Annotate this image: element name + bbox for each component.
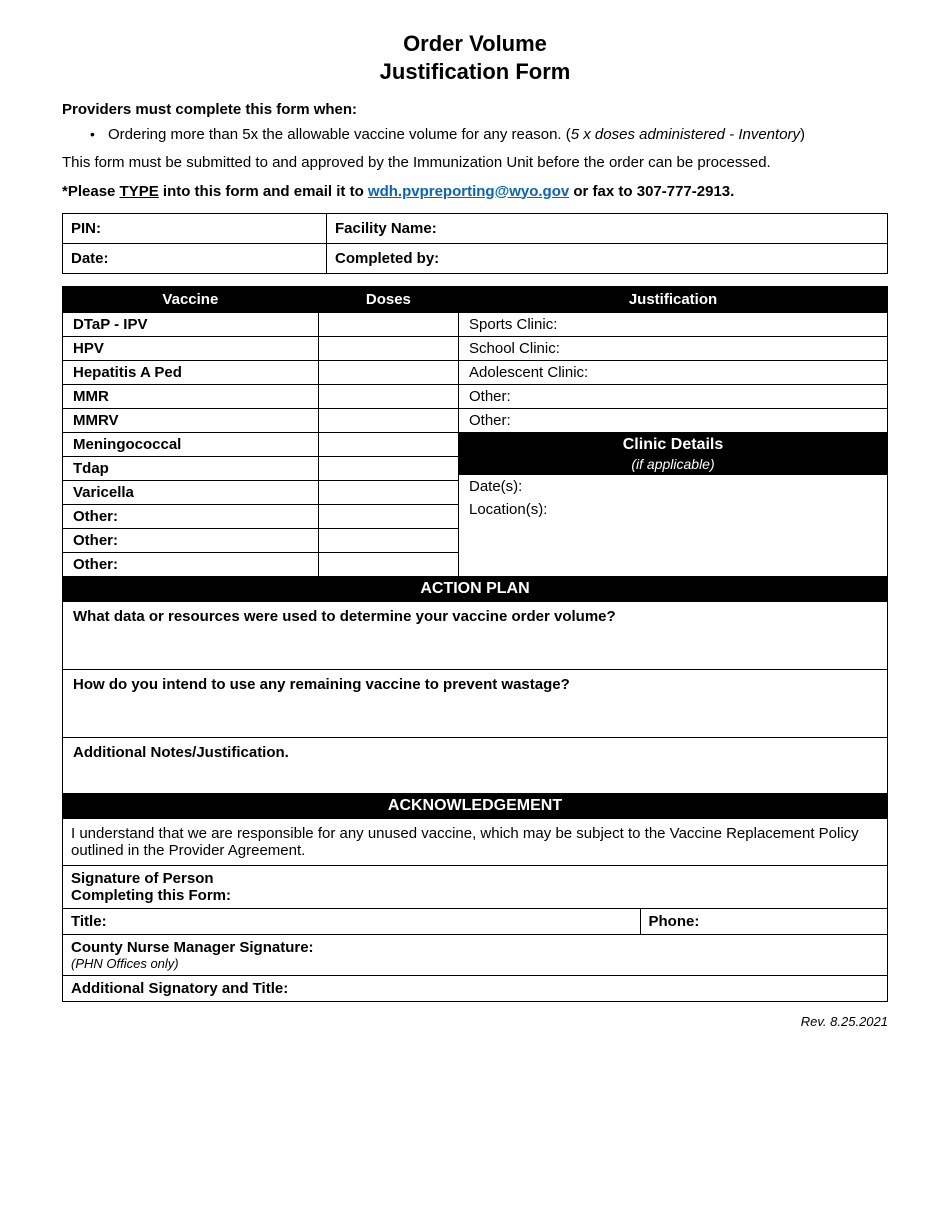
- table-header-row: Vaccine Doses Justification: [63, 287, 888, 313]
- type-line: *Please TYPE into this form and email it…: [62, 181, 888, 204]
- intro-lead: Providers must complete this form when:: [62, 99, 888, 122]
- question-block-3[interactable]: Additional Notes/Justification.: [62, 738, 888, 794]
- vaccine-cell: HPV: [63, 337, 319, 361]
- intro-bullet: • Ordering more than 5x the allowable va…: [62, 124, 888, 147]
- cnm-sub: (PHN Offices only): [71, 956, 879, 971]
- vaccine-cell: DTaP - IPV: [63, 313, 319, 337]
- just-cell[interactable]: Other:: [459, 385, 888, 409]
- addl-sig-cell[interactable]: Additional Signatory and Title:: [63, 976, 888, 1002]
- vaccine-cell[interactable]: Other:: [63, 529, 319, 553]
- table-row: Additional Signatory and Title:: [63, 976, 888, 1002]
- vaccine-cell[interactable]: Other:: [63, 553, 319, 577]
- action-plan-title: ACTION PLAN: [63, 577, 887, 601]
- doses-cell[interactable]: [318, 313, 458, 337]
- vaccine-cell: Meningococcal: [63, 433, 319, 457]
- doses-cell[interactable]: [318, 337, 458, 361]
- type-prefix: *Please: [62, 183, 120, 200]
- doses-cell[interactable]: [318, 361, 458, 385]
- title-line-2: Justification Form: [62, 58, 888, 86]
- question-3: Additional Notes/Justification.: [73, 744, 877, 761]
- bullet-icon: •: [90, 124, 108, 145]
- page: Order Volume Justification Form Provider…: [0, 0, 950, 1230]
- facility-cell[interactable]: Facility Name:: [327, 214, 888, 244]
- vaccine-cell: MMRV: [63, 409, 319, 433]
- doses-cell[interactable]: [318, 505, 458, 529]
- table-row: Signature of Person Completing this Form…: [63, 866, 888, 909]
- bullet-close: ): [800, 126, 805, 143]
- table-row: Hepatitis A Ped Adolescent Clinic:: [63, 361, 888, 385]
- info-table: PIN: Facility Name: Date: Completed by:: [62, 213, 888, 274]
- header-vaccine: Vaccine: [63, 287, 319, 313]
- intro-block: Providers must complete this form when: …: [62, 99, 888, 203]
- title-line-1: Order Volume: [62, 30, 888, 58]
- header-doses: Doses: [318, 287, 458, 313]
- table-row: MMRV Other:: [63, 409, 888, 433]
- table-row: DTaP - IPV Sports Clinic:: [63, 313, 888, 337]
- vaccine-cell: Varicella: [63, 481, 319, 505]
- doses-cell[interactable]: [318, 409, 458, 433]
- table-row: HPV School Clinic:: [63, 337, 888, 361]
- table-row: County Nurse Manager Signature: (PHN Off…: [63, 935, 888, 976]
- clinic-details-title: Clinic Details: [459, 433, 887, 457]
- question-block-2[interactable]: How do you intend to use any remaining v…: [62, 670, 888, 738]
- cnm-cell[interactable]: County Nurse Manager Signature: (PHN Off…: [63, 935, 888, 976]
- revision-date: Rev. 8.25.2021: [62, 1014, 888, 1029]
- bullet-main: Ordering more than 5x the allowable vacc…: [108, 126, 571, 143]
- sig-line1b: Completing this Form:: [71, 887, 231, 904]
- title-cell[interactable]: Title:: [63, 909, 641, 935]
- just-cell[interactable]: School Clinic:: [459, 337, 888, 361]
- just-cell[interactable]: Other:: [459, 409, 888, 433]
- type-suffix: or fax to 307-777-2913.: [569, 183, 734, 200]
- signature-table: Signature of Person Completing this Form…: [62, 866, 888, 1002]
- email-link[interactable]: wdh.pvpreporting@wyo.gov: [368, 183, 569, 200]
- clinic-details-sub: (if applicable): [459, 457, 887, 475]
- vaccine-cell[interactable]: Other:: [63, 505, 319, 529]
- doses-cell[interactable]: [318, 457, 458, 481]
- question-1: What data or resources were used to dete…: [73, 608, 877, 625]
- pin-cell[interactable]: PIN:: [63, 214, 327, 244]
- type-word: TYPE: [120, 183, 159, 200]
- submit-line: This form must be submitted to and appro…: [62, 152, 888, 175]
- signature-cell[interactable]: Signature of Person Completing this Form…: [63, 866, 888, 909]
- vaccine-cell: Tdap: [63, 457, 319, 481]
- bullet-text: Ordering more than 5x the allowable vacc…: [108, 124, 888, 147]
- question-2: How do you intend to use any remaining v…: [73, 676, 877, 693]
- table-row: Date: Completed by:: [63, 244, 888, 274]
- clinic-details-container: Clinic Details (if applicable) Date(s): …: [459, 433, 888, 577]
- form-title: Order Volume Justification Form: [62, 30, 888, 85]
- table-row: Meningococcal Clinic Details (if applica…: [63, 433, 888, 457]
- main-table: Vaccine Doses Justification DTaP - IPV S…: [62, 286, 888, 602]
- action-plan-bar-row: ACTION PLAN: [63, 577, 888, 602]
- phone-cell[interactable]: Phone:: [640, 909, 888, 935]
- table-row: PIN: Facility Name:: [63, 214, 888, 244]
- just-cell[interactable]: Sports Clinic:: [459, 313, 888, 337]
- acknowledgement-text: I understand that we are responsible for…: [62, 819, 888, 866]
- doses-cell[interactable]: [318, 553, 458, 577]
- clinic-locations[interactable]: Location(s):: [459, 498, 887, 521]
- doses-cell[interactable]: [318, 481, 458, 505]
- vaccine-cell: MMR: [63, 385, 319, 409]
- completed-cell[interactable]: Completed by:: [327, 244, 888, 274]
- vaccine-cell: Hepatitis A Ped: [63, 361, 319, 385]
- header-justification: Justification: [459, 287, 888, 313]
- clinic-dates[interactable]: Date(s):: [459, 475, 887, 498]
- acknowledgement-title: ACKNOWLEDGEMENT: [62, 794, 888, 819]
- question-block-1[interactable]: What data or resources were used to dete…: [62, 602, 888, 670]
- type-mid: into this form and email it to: [159, 183, 368, 200]
- cnm-label: County Nurse Manager Signature:: [71, 939, 314, 956]
- doses-cell[interactable]: [318, 385, 458, 409]
- bullet-formula: 5 x doses administered - Inventory: [571, 126, 800, 143]
- doses-cell[interactable]: [318, 433, 458, 457]
- sig-line1: Signature of Person: [71, 870, 214, 887]
- table-row: Title: Phone:: [63, 909, 888, 935]
- table-row: MMR Other:: [63, 385, 888, 409]
- doses-cell[interactable]: [318, 529, 458, 553]
- date-cell[interactable]: Date:: [63, 244, 327, 274]
- just-cell[interactable]: Adolescent Clinic:: [459, 361, 888, 385]
